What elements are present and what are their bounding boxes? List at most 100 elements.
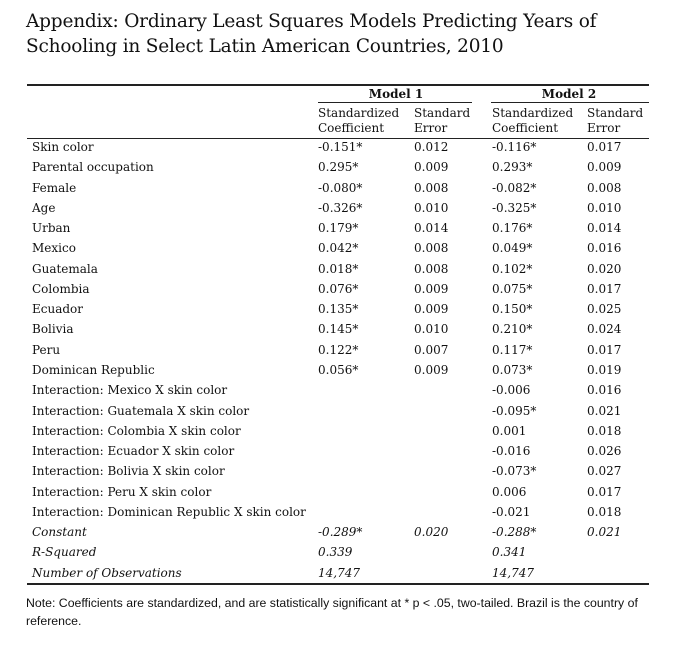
model-1-header: Model 1 [368, 87, 424, 101]
model-1-se-header-line1: Standard [414, 106, 471, 120]
model-2-std-error: 0.017 [587, 343, 622, 357]
model-2-coefficient: 0.073* [492, 363, 533, 377]
row-label: Dominican Republic [32, 363, 155, 377]
model-2-coefficient: -0.095* [492, 404, 537, 418]
model-2-std-error: 0.014 [587, 221, 622, 235]
model-2-std-error: 0.017 [587, 485, 622, 499]
model-2-std-error: 0.018 [587, 505, 622, 519]
row-label: Number of Observations [32, 566, 182, 580]
model-1-coefficient: -0.289* [318, 525, 363, 539]
model-1-std-error: 0.008 [414, 262, 449, 276]
model-2-coefficient: -0.016 [492, 444, 531, 458]
model-2-std-error: 0.020 [587, 262, 622, 276]
row-label: Ecuador [32, 302, 84, 316]
model-1-coefficient: -0.080* [318, 181, 363, 195]
row-label: Age [32, 201, 56, 215]
model-1-coef-header-line1: Standardized [318, 106, 400, 120]
model-2-coefficient: 0.293* [492, 160, 533, 174]
model-2-coefficient: -0.288* [492, 525, 537, 539]
model-2-std-error: 0.021 [587, 404, 622, 418]
model-1-coef-header: Standardized Coefficient [318, 106, 399, 136]
model-2-std-error: 0.017 [587, 140, 622, 154]
model-1-coefficient: 0.339 [318, 545, 353, 559]
model-1-std-error: 0.012 [414, 140, 449, 154]
row-label: Interaction: Bolivia X skin color [32, 464, 225, 478]
model-1-coefficient: 0.122* [318, 343, 359, 357]
model-2-std-error: 0.008 [587, 181, 622, 195]
model-1-std-error: 0.009 [414, 302, 449, 316]
table-bottom-rule [27, 583, 649, 585]
model-1-underline [318, 102, 472, 103]
model-2-coefficient: 0.117* [492, 343, 533, 357]
model-1-std-error: 0.008 [414, 241, 449, 255]
model-1-coefficient: 14,747 [318, 566, 360, 580]
model-1-std-error: 0.008 [414, 181, 449, 195]
model-2-std-error: 0.021 [587, 525, 622, 539]
table-top-rule [27, 84, 649, 86]
model-2-coefficient: -0.116* [492, 140, 537, 154]
model-1-coefficient: 0.179* [318, 221, 359, 235]
model-2-std-error: 0.016 [587, 241, 622, 255]
row-label: Interaction: Dominican Republic X skin c… [32, 505, 306, 519]
row-label: Bolivia [32, 322, 74, 336]
model-1-std-error: 0.009 [414, 363, 449, 377]
model-2-coefficient: -0.073* [492, 464, 537, 478]
row-label: Peru [32, 343, 61, 357]
model-2-std-error: 0.018 [587, 424, 622, 438]
model-2-coef-header-line2: Coefficient [492, 121, 559, 135]
row-label: Interaction: Colombia X skin color [32, 424, 241, 438]
row-label: Interaction: Peru X skin color [32, 485, 212, 499]
model-1-coef-header-line2: Coefficient [318, 121, 385, 135]
model-2-coefficient: 0.001 [492, 424, 527, 438]
model-2-coefficient: 0.075* [492, 282, 533, 296]
row-label: Parental occupation [32, 160, 154, 174]
model-2-std-error: 0.025 [587, 302, 622, 316]
model-1-coefficient: -0.326* [318, 201, 363, 215]
model-1-std-error: 0.007 [414, 343, 449, 357]
model-2-se-header-line1: Standard [587, 106, 644, 120]
model-1-coefficient: 0.145* [318, 322, 359, 336]
model-2-coef-header-line1: Standardized [492, 106, 574, 120]
model-1-coefficient: 0.042* [318, 241, 359, 255]
model-1-coefficient: -0.151* [318, 140, 363, 154]
model-2-std-error: 0.010 [587, 201, 622, 215]
table-header-rule [27, 138, 649, 139]
model-2-coefficient: 0.150* [492, 302, 533, 316]
model-2-coefficient: 0.176* [492, 221, 533, 235]
row-label: Female [32, 181, 77, 195]
model-1-std-error: 0.010 [414, 322, 449, 336]
model-2-se-header-line2: Error [587, 121, 621, 135]
model-1-se-header: Standard Error [414, 106, 470, 136]
model-1-coefficient: 0.018* [318, 262, 359, 276]
model-2-coefficient: 14,747 [492, 566, 534, 580]
table-title: Appendix: Ordinary Least Squares Models … [26, 11, 597, 57]
model-2-std-error: 0.016 [587, 383, 622, 397]
model-1-std-error: 0.014 [414, 221, 449, 235]
model-2-underline [491, 102, 649, 103]
model-2-coefficient: -0.006 [492, 383, 531, 397]
row-label: R-Squared [32, 545, 97, 559]
model-1-std-error: 0.020 [414, 525, 449, 539]
model-2-std-error: 0.024 [587, 322, 622, 336]
model-1-std-error: 0.009 [414, 282, 449, 296]
model-2-coef-header: Standardized Coefficient [492, 106, 573, 136]
model-1-std-error: 0.009 [414, 160, 449, 174]
model-1-se-header-line2: Error [414, 121, 448, 135]
row-label: Urban [32, 221, 71, 235]
row-label: Guatemala [32, 262, 98, 276]
model-2-coefficient: 0.049* [492, 241, 533, 255]
model-2-se-header: Standard Error [587, 106, 643, 136]
row-label: Interaction: Guatemala X skin color [32, 404, 250, 418]
model-2-coefficient: 0.341 [492, 545, 527, 559]
model-2-std-error: 0.009 [587, 160, 622, 174]
table-note: Note: Coefficients are standardized, and… [26, 596, 638, 628]
model-1-std-error: 0.010 [414, 201, 449, 215]
model-1-coefficient: 0.056* [318, 363, 359, 377]
row-label: Interaction: Ecuador X skin color [32, 444, 235, 458]
model-1-coefficient: 0.135* [318, 302, 359, 316]
row-label: Mexico [32, 241, 76, 255]
model-2-header: Model 2 [541, 87, 597, 101]
model-2-coefficient: 0.006 [492, 485, 527, 499]
model-2-std-error: 0.026 [587, 444, 622, 458]
